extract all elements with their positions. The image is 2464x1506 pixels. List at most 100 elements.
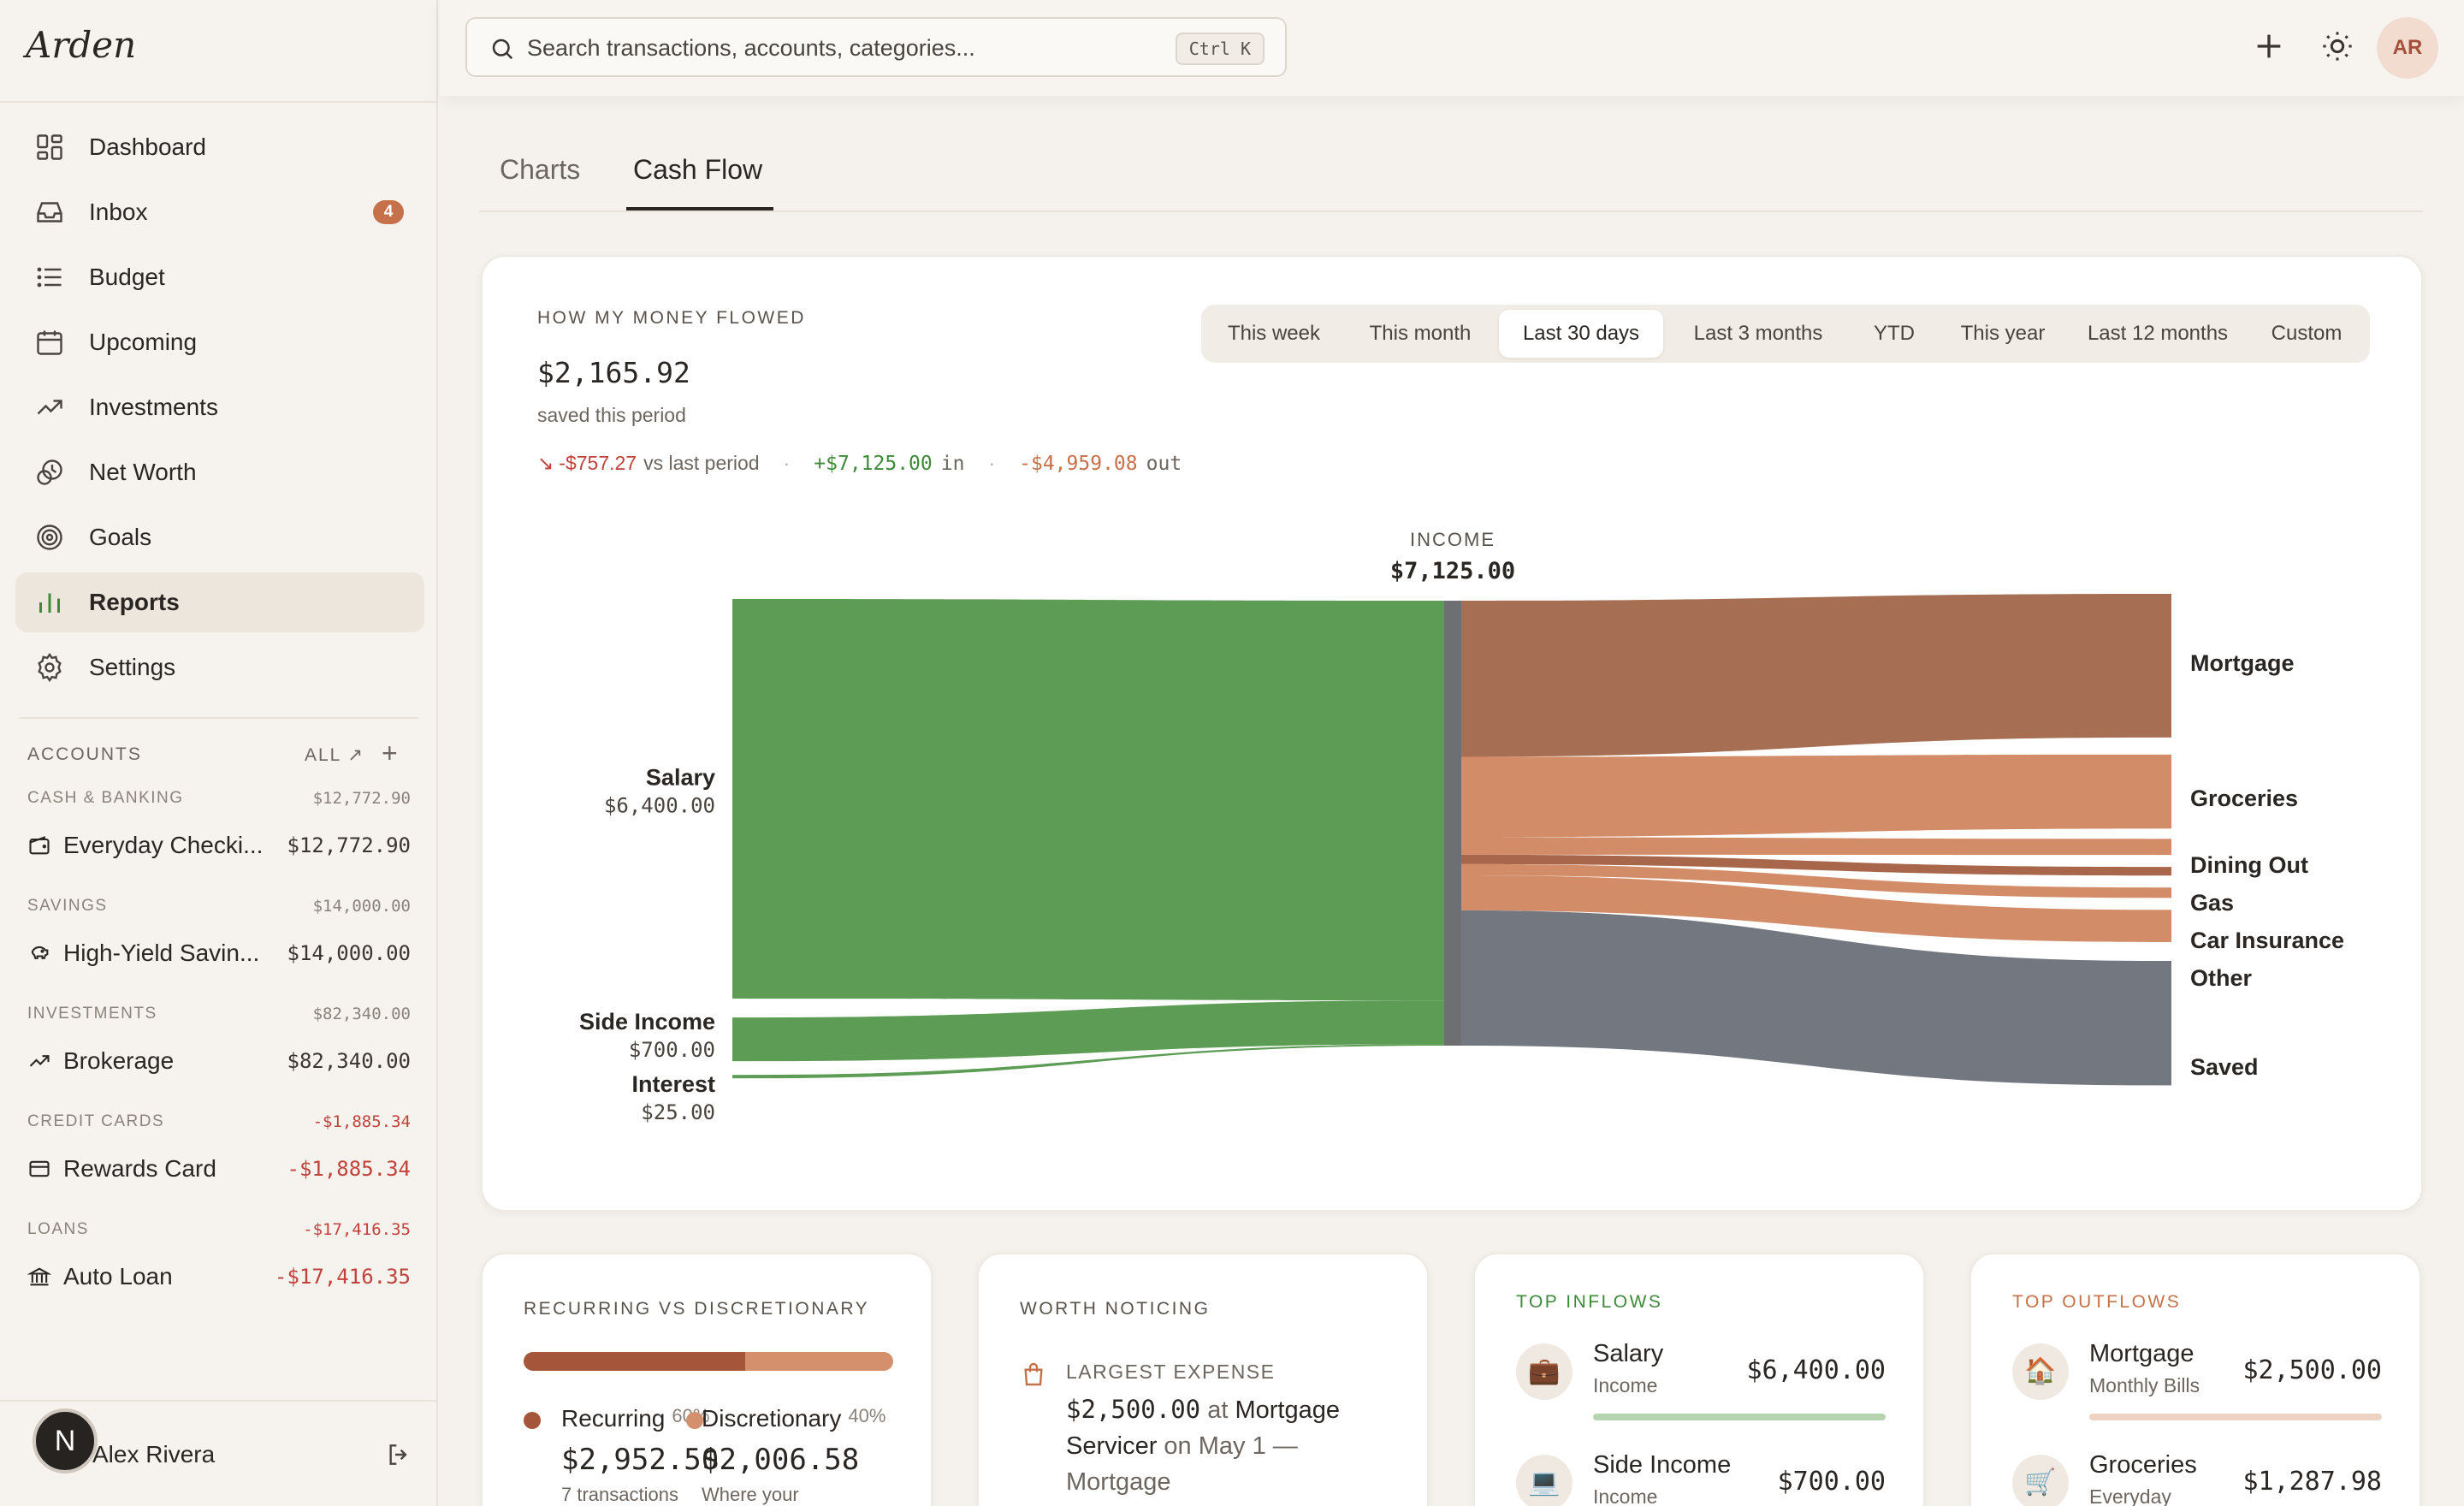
- sidebar-item-net-worth[interactable]: Net Worth: [15, 442, 424, 502]
- account-auto-loan[interactable]: Auto Loan -$17,416.35: [27, 1260, 411, 1294]
- period-last-30-days[interactable]: Last 30 days: [1499, 310, 1663, 358]
- sidebar-item-budget[interactable]: Budget: [15, 247, 424, 307]
- account-balance: -$1,885.34: [287, 1157, 412, 1181]
- sidebar-item-label: Upcoming: [89, 329, 198, 355]
- notice-category: Mortgage: [1066, 1468, 1171, 1496]
- account-name: Rewards Card: [63, 1155, 216, 1182]
- outflow-row[interactable]: 🛒 Groceries Everyday $1,287.98: [2012, 1451, 2382, 1506]
- recurring-sub: 7 transactions: [561, 1484, 678, 1505]
- outflows-eyebrow: TOP OUTFLOWS: [2012, 1292, 2182, 1312]
- notice-label: LARGEST EXPENSE: [1066, 1361, 1276, 1383]
- income-flow-link: [748, 599, 1444, 1001]
- outflow-total: -$4,959.08: [1019, 452, 1138, 475]
- sidebar-item-settings[interactable]: Settings: [15, 637, 424, 697]
- accounts-all-link[interactable]: ALL ↗: [305, 745, 365, 765]
- source-label: Side Income: [579, 1009, 715, 1035]
- logout-icon[interactable]: [385, 1441, 412, 1468]
- period-last-3-months[interactable]: Last 3 months: [1693, 322, 1823, 345]
- sidebar-divider: [19, 717, 419, 719]
- outflow-value: $1,287.98: [2242, 1467, 2382, 1497]
- user-avatar[interactable]: N: [33, 1408, 98, 1473]
- search-box[interactable]: Ctrl K: [465, 17, 1287, 77]
- account-avatar[interactable]: AR: [2377, 17, 2438, 79]
- outflow-link: [1461, 854, 2154, 876]
- change-label: vs last period: [643, 452, 760, 474]
- target-label: Mortgage: [2190, 650, 2295, 676]
- trend-down-icon: ↘: [537, 452, 554, 474]
- accounts-header: ACCOUNTS: [27, 744, 142, 764]
- sidebar-item-investments[interactable]: Investments: [15, 377, 424, 437]
- account-everyday-checking[interactable]: Everyday Checki... $12,772.90: [27, 828, 411, 863]
- account-brokerage[interactable]: Brokerage $82,340.00: [27, 1044, 411, 1078]
- outflow-category: Everyday: [2089, 1485, 2171, 1506]
- outflow-link: [1461, 594, 2154, 757]
- sidebar-item-dashboard[interactable]: Dashboard: [15, 117, 424, 177]
- sankey-chart: INCOME $7,125.00 Salary $6,400.00 Side Incom…: [579, 529, 2344, 1124]
- add-account-button[interactable]: +: [382, 738, 398, 768]
- group-name: CASH & BANKING: [27, 789, 184, 807]
- income-center-node: [1444, 601, 1461, 1046]
- outflow-bar: [2089, 1414, 2382, 1420]
- inbox-icon: [37, 202, 62, 222]
- tab-cash-flow[interactable]: Cash Flow: [633, 154, 763, 185]
- period-custom[interactable]: Custom: [2271, 322, 2343, 345]
- sidebar-item-goals[interactable]: Goals: [15, 507, 424, 567]
- add-icon[interactable]: [2252, 29, 2286, 63]
- user-footer: [0, 1400, 438, 1506]
- inflow-row[interactable]: 💼 Salary Income $6,400.00: [1516, 1340, 1886, 1426]
- gear-icon: [38, 652, 62, 683]
- group-total: $14,000.00: [312, 897, 411, 916]
- bar-chart-icon: [39, 593, 60, 613]
- center-value: $7,125.00: [1390, 558, 1515, 584]
- sidebar-item-reports[interactable]: Reports: [15, 572, 424, 632]
- target-node: [2154, 887, 2171, 898]
- source-value: $700.00: [629, 1038, 715, 1062]
- inflow-row[interactable]: 💻 Side Income Income $700.00: [1516, 1451, 1886, 1506]
- account-name: Auto Loan: [63, 1263, 173, 1290]
- bank-icon: [27, 1267, 51, 1286]
- top-outflows-card: TOP OUTFLOWS 🏠 Mortgage Monthly Bills $2…: [1969, 1253, 2421, 1506]
- target-label: Other: [2190, 965, 2253, 991]
- inflow-value: $700.00: [1777, 1467, 1886, 1497]
- account-name: Everyday Checki...: [63, 832, 264, 858]
- sidebar-item-inbox[interactable]: Inbox 4: [15, 182, 424, 242]
- discretionary-label: Discretionary: [702, 1405, 842, 1432]
- notice-body: $2,500.00 at Mortgage Servicer on May 1 …: [1066, 1391, 1408, 1500]
- period-this-week[interactable]: This week: [1227, 322, 1321, 345]
- inflow-category: Income: [1593, 1485, 1658, 1506]
- account-balance: $82,340.00: [287, 1049, 412, 1073]
- source-node: [732, 599, 748, 999]
- account-rewards-card[interactable]: Rewards Card -$1,885.34: [27, 1152, 411, 1186]
- period-last-12-months[interactable]: Last 12 months: [2087, 322, 2229, 345]
- sidebar-item-label: Investments: [89, 394, 218, 420]
- period-ytd[interactable]: YTD: [1874, 322, 1915, 345]
- outflow-row[interactable]: 🏠 Mortgage Monthly Bills $2,500.00: [2012, 1340, 2382, 1426]
- target-label: Gas: [2190, 890, 2234, 916]
- period-this-year[interactable]: This year: [1960, 322, 2046, 345]
- tab-charts[interactable]: Charts: [500, 154, 581, 185]
- tabs-divider: [479, 210, 2423, 212]
- target-icon: [37, 525, 62, 550]
- target-label: Dining Out: [2190, 852, 2308, 878]
- laptop-icon: 💻: [1516, 1455, 1573, 1506]
- outflow-name: Mortgage: [2089, 1340, 2194, 1367]
- search-input[interactable]: [527, 29, 1126, 67]
- inflow-name: Side Income: [1593, 1451, 1732, 1479]
- theme-toggle-icon[interactable]: [2320, 29, 2354, 63]
- house-icon: 🏠: [2012, 1343, 2069, 1400]
- target-node: [2154, 839, 2171, 856]
- account-high-yield-savings[interactable]: High-Yield Savin... $14,000.00: [27, 936, 411, 970]
- income-flow-link: [748, 1044, 1444, 1079]
- worth-noticing-card: WORTH NOTICING LARGEST EXPENSE $2,500.00…: [977, 1253, 1429, 1506]
- inflow-value: $6,400.00: [1746, 1355, 1886, 1385]
- user-name[interactable]: Alex Rivera: [92, 1441, 216, 1467]
- outflow-category: Monthly Bills: [2089, 1374, 2200, 1396]
- notice-amount: $2,500.00: [1066, 1395, 1201, 1424]
- source-value: $6,400.00: [604, 794, 715, 818]
- sidebar-item-label: Reports: [89, 589, 180, 615]
- discretionary-item: Discretionary 40% $2,006.58 Where your: [686, 1405, 886, 1505]
- sidebar-item-upcoming[interactable]: Upcoming: [15, 312, 424, 372]
- period-this-month[interactable]: This month: [1369, 322, 1472, 345]
- top-inflows-card: TOP INFLOWS 💼 Salary Income $6,400.00 💻 …: [1473, 1253, 1925, 1506]
- account-group-credit-cards: CREDIT CARDS -$1,885.34: [27, 1112, 411, 1131]
